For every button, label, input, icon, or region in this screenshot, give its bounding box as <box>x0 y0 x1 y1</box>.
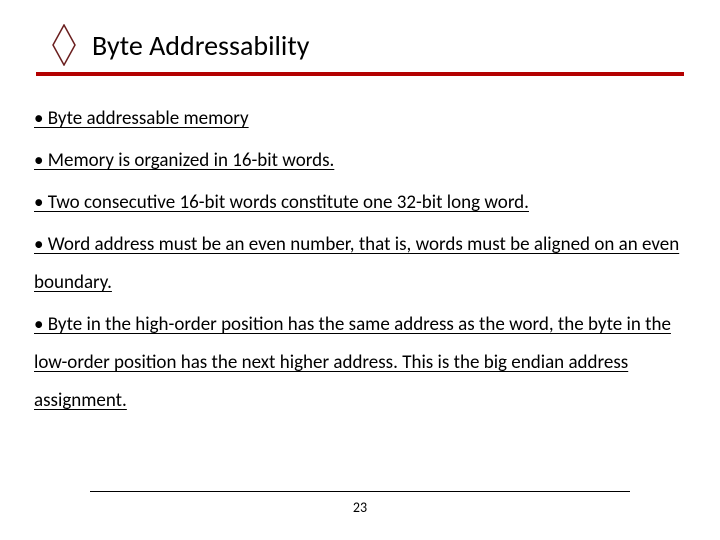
slide-header: Byte Addressability <box>52 24 696 66</box>
title-underline <box>36 72 684 76</box>
footer-divider <box>90 491 630 492</box>
diamond-icon <box>52 24 76 66</box>
slide-content: • Byte addressable memory • Memory is or… <box>24 100 696 420</box>
bullet-item: • Byte in the high-order position has th… <box>34 306 690 420</box>
bullet-item: • Byte addressable memory <box>34 100 690 138</box>
slide-container: Byte Addressability • Byte addressable m… <box>0 0 720 540</box>
bullet-item: • Two consecutive 16-bit words constitut… <box>34 184 690 222</box>
bullet-item: • Memory is organized in 16-bit words. <box>34 142 690 180</box>
slide-title: Byte Addressability <box>92 28 309 63</box>
bullet-item: • Word address must be an even number, t… <box>34 226 690 302</box>
page-number: 23 <box>0 499 720 516</box>
